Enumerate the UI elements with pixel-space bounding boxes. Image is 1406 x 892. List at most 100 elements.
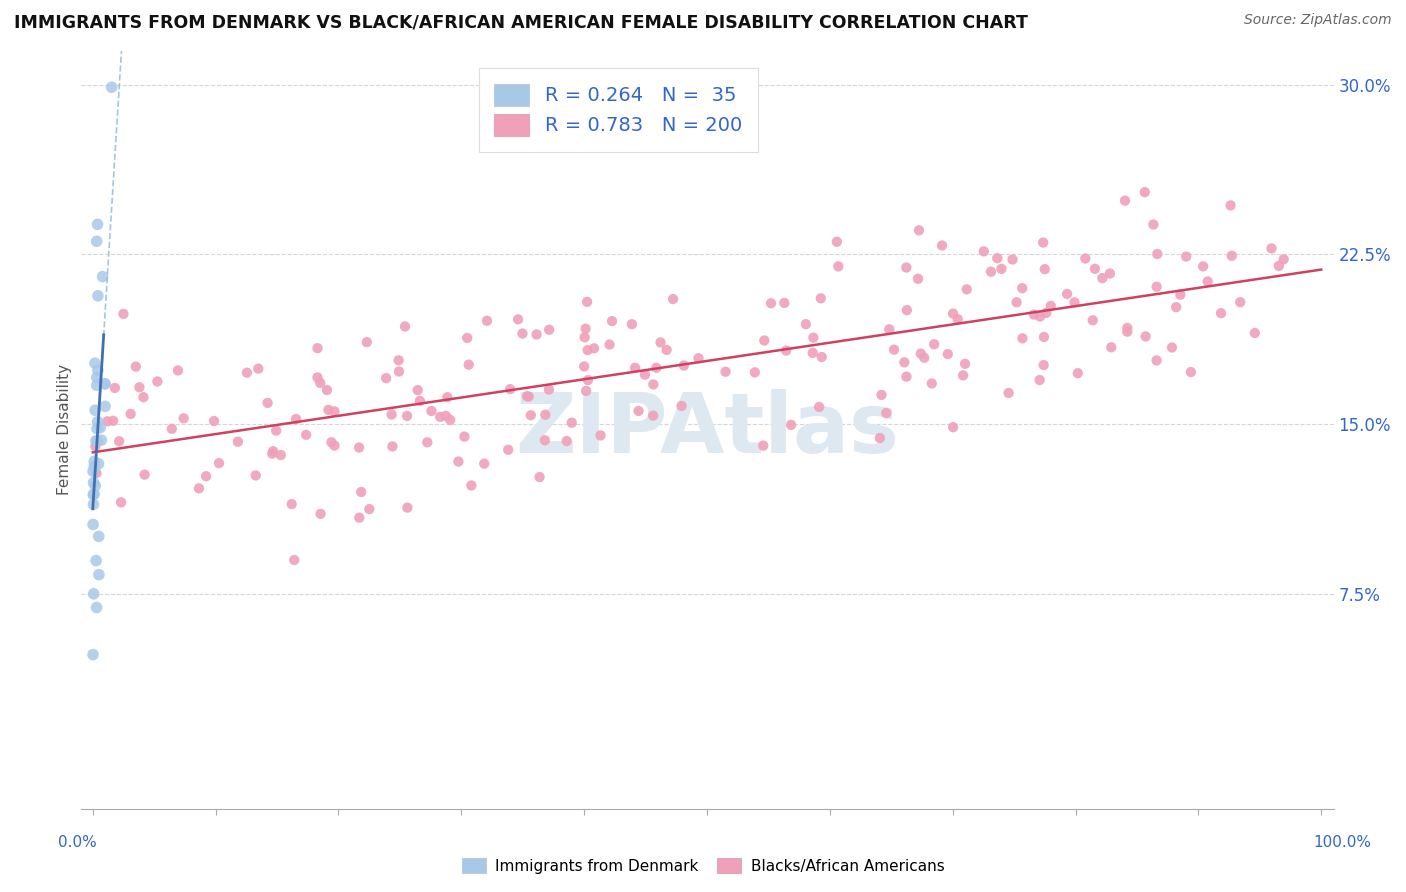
Point (1220, 249, 1243, 263)
Point (236, 366, 259, 380)
Point (1135, 329, 1157, 343)
Point (100, 80, 122, 95)
Point (1116, 321, 1139, 335)
Point (406, 383, 429, 397)
Point (86, 415, 108, 429)
Point (870, 388, 893, 402)
Point (86, 600, 108, 615)
Point (808, 400, 831, 414)
Point (662, 292, 685, 306)
Point (1056, 287, 1078, 301)
Point (1063, 295, 1085, 310)
Point (356, 335, 378, 350)
Point (574, 359, 596, 374)
Point (381, 439, 404, 453)
Point (922, 337, 945, 351)
Point (173, 411, 195, 425)
Point (810, 291, 832, 305)
Point (973, 244, 995, 259)
Point (1032, 235, 1054, 250)
Point (1114, 194, 1136, 208)
Point (555, 434, 578, 448)
Point (714, 365, 737, 379)
Point (896, 369, 918, 384)
Point (395, 409, 418, 423)
Point (1219, 198, 1241, 212)
Point (429, 409, 451, 424)
Point (1272, 252, 1295, 267)
Point (283, 553, 305, 567)
Point (104, 381, 127, 395)
Point (86, 466, 108, 480)
Point (744, 365, 766, 379)
Point (318, 403, 340, 417)
Point (936, 347, 959, 361)
Point (921, 376, 943, 391)
Point (120, 407, 142, 421)
Point (270, 448, 292, 462)
Point (643, 377, 665, 392)
Point (512, 326, 534, 341)
Point (896, 260, 918, 275)
Text: IMMIGRANTS FROM DENMARK VS BLACK/AFRICAN AMERICAN FEMALE DISABILITY CORRELATION : IMMIGRANTS FROM DENMARK VS BLACK/AFRICAN… (14, 13, 1028, 31)
Point (132, 390, 155, 404)
Point (600, 314, 623, 328)
Point (82, 648, 104, 662)
Point (1032, 330, 1054, 344)
Point (86, 235, 108, 249)
Text: 100.0%: 100.0% (1313, 836, 1372, 850)
Point (108, 434, 131, 449)
Point (202, 414, 225, 428)
Point (534, 434, 557, 448)
Point (110, 495, 132, 509)
Point (980, 265, 1002, 279)
Point (1146, 279, 1168, 293)
Point (1192, 260, 1215, 274)
Point (388, 364, 411, 378)
Point (997, 386, 1019, 401)
Point (86, 378, 108, 392)
Point (529, 470, 551, 484)
Point (620, 317, 643, 331)
Point (83, 454, 105, 468)
Point (869, 431, 891, 445)
Point (1166, 300, 1188, 314)
Point (94, 400, 117, 414)
Point (167, 363, 190, 377)
Point (1146, 247, 1168, 261)
Point (752, 439, 775, 453)
Point (773, 296, 796, 310)
Point (534, 408, 557, 422)
Point (112, 307, 135, 321)
Point (82, 488, 104, 502)
Point (86, 434, 108, 449)
Point (942, 307, 965, 321)
Point (323, 404, 346, 418)
Point (83, 587, 105, 601)
Point (1116, 325, 1139, 339)
Point (775, 343, 797, 358)
Point (1039, 299, 1062, 313)
Point (1260, 241, 1282, 255)
Point (475, 314, 498, 328)
Point (624, 360, 647, 375)
Point (1133, 185, 1156, 199)
Point (86, 422, 108, 436)
Point (801, 346, 824, 360)
Point (434, 409, 457, 423)
Point (90, 433, 112, 447)
Point (285, 412, 308, 426)
Point (86, 218, 108, 232)
Point (256, 396, 278, 410)
Point (645, 360, 668, 375)
Point (84, 479, 107, 493)
Point (1011, 281, 1033, 295)
Point (1161, 341, 1184, 355)
Text: Source: ZipAtlas.com: Source: ZipAtlas.com (1244, 13, 1392, 28)
Point (575, 321, 598, 335)
Legend: Immigrants from Denmark, Blacks/African Americans: Immigrants from Denmark, Blacks/African … (456, 852, 950, 880)
Point (1268, 259, 1291, 273)
Point (295, 427, 318, 442)
Point (1229, 295, 1251, 310)
Y-axis label: Female Disability: Female Disability (58, 364, 72, 495)
